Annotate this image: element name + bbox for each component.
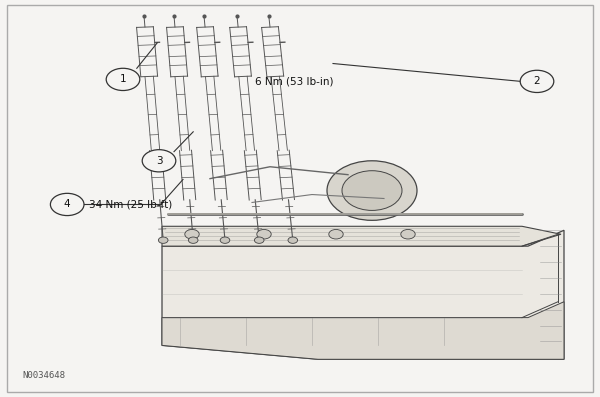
Circle shape bbox=[327, 161, 417, 220]
Circle shape bbox=[401, 229, 415, 239]
Circle shape bbox=[188, 237, 198, 243]
Circle shape bbox=[257, 229, 271, 239]
Text: 1: 1 bbox=[119, 74, 127, 85]
Text: 6 Nm (53 lb-in): 6 Nm (53 lb-in) bbox=[254, 76, 333, 87]
Circle shape bbox=[50, 193, 84, 216]
Circle shape bbox=[220, 237, 230, 243]
Circle shape bbox=[329, 229, 343, 239]
Polygon shape bbox=[162, 230, 564, 359]
Text: 3: 3 bbox=[155, 156, 163, 166]
Text: 2: 2 bbox=[533, 76, 541, 87]
Circle shape bbox=[106, 68, 140, 91]
Circle shape bbox=[254, 237, 264, 243]
Polygon shape bbox=[162, 226, 561, 246]
Circle shape bbox=[520, 70, 554, 93]
Circle shape bbox=[158, 237, 168, 243]
Circle shape bbox=[342, 171, 402, 210]
Circle shape bbox=[185, 229, 199, 239]
Polygon shape bbox=[162, 302, 564, 359]
Text: N0034648: N0034648 bbox=[23, 371, 66, 380]
Text: 34 Nm (25 lb-ft): 34 Nm (25 lb-ft) bbox=[89, 199, 172, 210]
Circle shape bbox=[142, 150, 176, 172]
Circle shape bbox=[288, 237, 298, 243]
Text: 4: 4 bbox=[64, 199, 71, 210]
